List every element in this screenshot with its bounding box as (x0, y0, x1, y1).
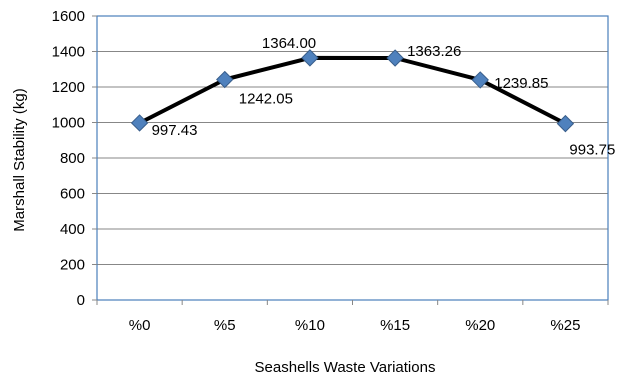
data-point-marker (471, 71, 489, 89)
data-point-marker (556, 114, 575, 133)
x-tick-label: %5 (214, 317, 236, 334)
x-tick-label: %15 (380, 317, 410, 334)
x-tick-label: %20 (465, 317, 495, 334)
data-point-marker (386, 49, 404, 67)
data-label: 1242.05 (239, 91, 293, 108)
gridlines (97, 51, 608, 265)
y-tick-label: 0 (77, 292, 85, 309)
data-label: 997.43 (152, 122, 198, 139)
y-tick-label: 1000 (52, 115, 85, 132)
data-point-marker (301, 49, 319, 67)
series-markers (130, 49, 575, 133)
x-axis-title: Seashells Waste Variations (255, 359, 436, 376)
data-label: 1239.85 (494, 75, 548, 92)
data-point-marker (216, 70, 234, 89)
y-tick-label: 400 (60, 221, 85, 238)
data-label: 993.75 (569, 142, 615, 159)
y-tick-label: 800 (60, 150, 85, 167)
y-tick-label: 1200 (52, 79, 85, 96)
y-axis-ticks: 0 200 400 600 800 1000 1200 1400 1600 (52, 8, 97, 309)
x-tick-label: %10 (295, 317, 325, 334)
y-tick-label: 200 (60, 257, 85, 274)
data-point-marker (130, 114, 149, 132)
data-label: 1364.00 (262, 35, 316, 52)
y-axis-title: Marshall Stability (kg) (11, 88, 28, 231)
y-tick-label: 1400 (52, 44, 85, 61)
x-axis-ticks: %0 %5 %10 %15 %20 %25 (96, 300, 609, 334)
x-tick-label: %25 (550, 317, 580, 334)
y-tick-label: 600 (60, 186, 85, 203)
x-tick-label: %0 (129, 317, 151, 334)
data-labels: 997.43 1242.05 1364.00 1363.26 1239.85 993.75 (152, 35, 616, 159)
y-tick-label: 1600 (52, 8, 85, 25)
series-line (138, 55, 567, 126)
data-label: 1363.26 (407, 43, 461, 60)
